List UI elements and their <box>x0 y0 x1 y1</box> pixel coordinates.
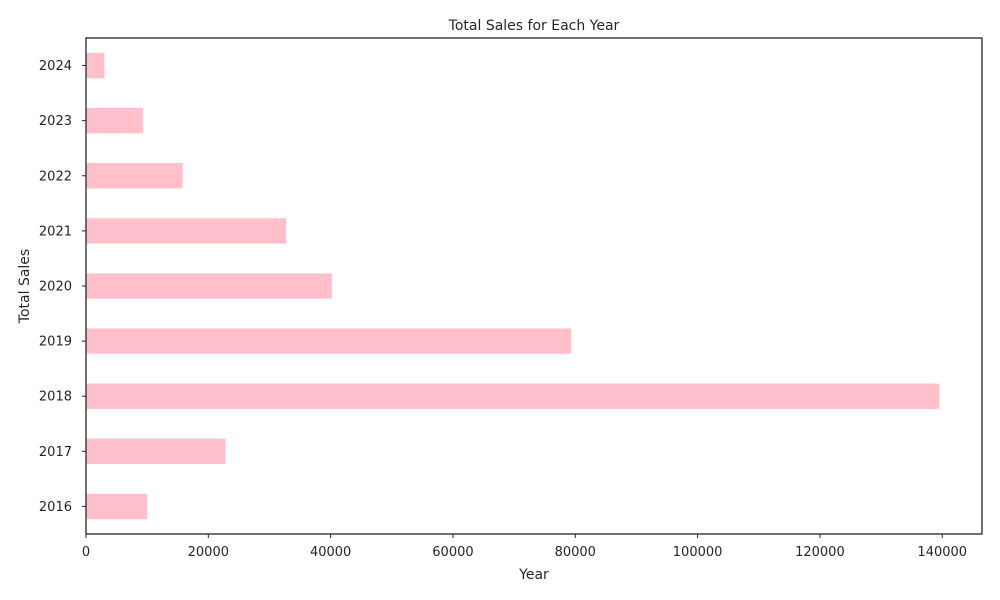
y-tick-label-2020: 2020 <box>39 280 72 295</box>
x-tick-label-120000: 120000 <box>795 545 845 560</box>
y-tick-label-2017: 2017 <box>39 445 72 460</box>
y-tick-label-2021: 2021 <box>39 224 72 239</box>
x-tick-label-20000: 20000 <box>188 545 229 560</box>
x-tick-label-40000: 40000 <box>310 545 351 560</box>
bar-2023 <box>86 107 143 134</box>
bars-layer <box>86 52 940 520</box>
y-tick-label-2023: 2023 <box>39 114 72 129</box>
x-tick-label-140000: 140000 <box>917 545 967 560</box>
x-axis-label: Year <box>518 567 549 583</box>
bar-2022 <box>86 163 183 189</box>
bar-2018 <box>86 383 940 409</box>
x-tick-label-0: 0 <box>82 545 90 560</box>
y-axis-label: Total Sales <box>17 249 33 324</box>
bar-2024 <box>86 52 105 79</box>
y-tick-label-2022: 2022 <box>39 169 72 184</box>
ticks-layer: 2016 2017 2018 2019 2020 2021 2022 2023 2024 0 200… <box>39 59 967 560</box>
y-tick-label-2019: 2019 <box>39 335 72 350</box>
x-tick-label-100000: 100000 <box>673 545 723 560</box>
plot-frame <box>85 37 983 535</box>
y-tick-label-2024: 2024 <box>39 59 72 74</box>
bar-2020 <box>86 273 332 299</box>
y-tick-label-2016: 2016 <box>39 500 72 515</box>
x-tick-label-60000: 60000 <box>432 545 473 560</box>
bar-2019 <box>86 328 572 354</box>
chart-title: Total Sales for Each Year <box>448 18 620 34</box>
bar-2021 <box>86 218 286 244</box>
bar-2016 <box>86 493 148 520</box>
x-tick-label-80000: 80000 <box>555 545 596 560</box>
y-tick-label-2018: 2018 <box>39 390 72 405</box>
bar-2017 <box>86 438 226 465</box>
